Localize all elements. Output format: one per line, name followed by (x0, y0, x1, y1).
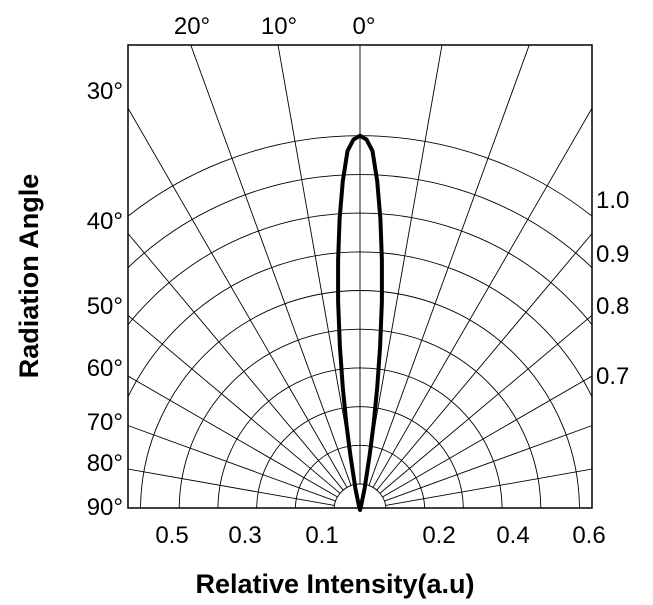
left-angle-label: 40° (87, 208, 123, 235)
grid-spoke (128, 375, 338, 498)
left-angle-label: 70° (87, 409, 123, 436)
right-intensity-label: 1.0 (596, 187, 629, 214)
right-intensity-label: 0.7 (596, 363, 629, 390)
tick-labels: 20° 10° 0° 30° 40° 50° 60° 70° 80° 90° 1.0 0.9 0.8 0.… (87, 13, 630, 549)
grid-spoke (128, 468, 335, 506)
left-angle-label: 60° (87, 355, 123, 382)
left-angle-label: 90° (87, 494, 123, 521)
grid-spoke (277, 45, 356, 485)
top-angle-label: 0° (353, 13, 376, 40)
left-angle-label: 80° (87, 450, 123, 477)
bottom-tick-label: 0.5 (155, 522, 188, 549)
right-intensity-label: 0.9 (596, 241, 629, 268)
grid-spoke (376, 232, 592, 491)
grid-spoke (379, 314, 592, 494)
left-angle-label: 50° (87, 293, 123, 320)
grid-spoke (364, 45, 443, 485)
grid-spoke (128, 107, 348, 488)
grid-spoke (190, 45, 352, 486)
top-angle-label: 20° (174, 13, 210, 40)
radiation-curve (336, 133, 384, 512)
bottom-tick-label: 0.4 (496, 522, 529, 549)
grid-spoke (384, 425, 592, 502)
polar-grid (128, 45, 592, 508)
grid-spoke (382, 375, 592, 498)
left-angle-label: 30° (87, 78, 123, 105)
grid-spoke (368, 45, 530, 486)
grid-spoke (128, 425, 336, 502)
bottom-tick-label: 0.2 (422, 522, 455, 549)
top-angle-label: 10° (261, 13, 297, 40)
bottom-tick-label: 0.6 (572, 522, 605, 549)
x-axis-title: Relative Intensity(a.u) (195, 569, 474, 599)
bottom-tick-label: 0.3 (228, 522, 261, 549)
grid-spoke (128, 314, 341, 494)
grid-ring (128, 212, 592, 326)
bottom-tick-label: 0.1 (305, 522, 338, 549)
right-intensity-label: 0.8 (596, 293, 629, 320)
grid-spoke (128, 232, 344, 491)
grid-spoke (372, 107, 592, 488)
curve-layer (336, 133, 384, 512)
grid-spoke (385, 468, 592, 506)
y-axis-title: Radiation Angle (14, 174, 44, 379)
